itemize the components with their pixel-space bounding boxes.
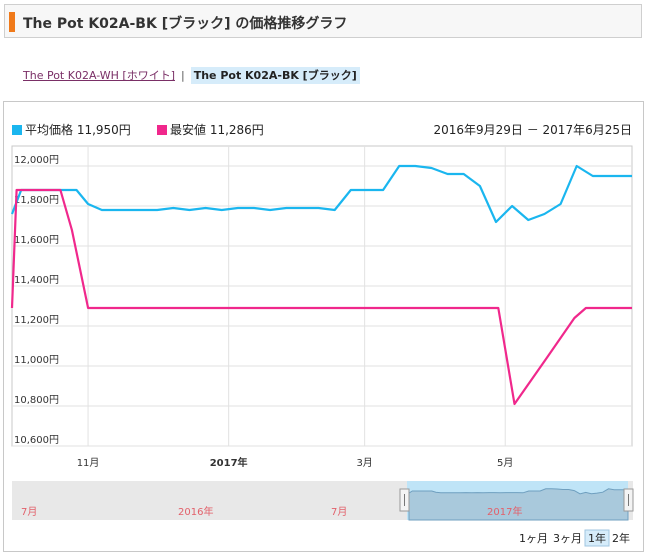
variant-separator: | [180, 69, 185, 82]
y-tick-label: 12,000円 [14, 155, 59, 166]
variant-nav: The Pot K02A-WH [ホワイト] | The Pot K02A-BK [… [23, 67, 360, 84]
title-bar: The Pot K02A-BK [ブラック] の価格推移グラフ [4, 4, 642, 38]
plot-border [11, 145, 633, 447]
legend-min-swatch [157, 125, 167, 135]
y-tick-label: 10,600円 [14, 435, 59, 446]
range-button-2-years[interactable]: 2年 [612, 531, 630, 545]
range-button-1-month[interactable]: 1ヶ月 [519, 532, 548, 545]
y-tick-label: 11,400円 [14, 275, 59, 286]
chart-frame: 10,600円 10,800円 11,000円 11,200円 11,400円 11,60… [3, 101, 644, 552]
x-tick-label: 5月 [497, 457, 513, 469]
range-button-3-months[interactable]: 3ヶ月 [553, 532, 582, 545]
legend: 平均価格 11,950円 最安値 11,286円 2016年9月29日 － 20… [12, 122, 632, 137]
avg-price-line [10, 164, 632, 224]
navigator-series-area [408, 488, 629, 521]
y-tick-label: 10,800円 [14, 395, 59, 406]
legend-avg-label: 平均価格 11,950円 [25, 122, 131, 137]
x-tick-label: 2017年 [210, 456, 248, 469]
navigator-label-2017: 2017年 [487, 505, 522, 518]
y-tick-label: 11,600円 [14, 235, 59, 246]
min-price-line [10, 188, 632, 406]
x-tick-label: 11月 [77, 457, 100, 469]
variant-current-black: The Pot K02A-BK [ブラック] [190, 67, 360, 84]
navigator-label-jul-2016: 7月 [331, 506, 347, 518]
y-tick-label: 11,800円 [14, 195, 59, 206]
title-accent [9, 12, 15, 32]
navigator-label-2016: 2016年 [178, 505, 213, 518]
range-button-1-year[interactable]: 1年 [588, 531, 606, 545]
range-buttons: 1ヶ月 3ヶ月 1年 2年 [519, 529, 630, 547]
price-chart: 10,600円 10,800円 11,000円 11,200円 11,400円 11,60… [10, 122, 634, 547]
range-button-1-year-bg [584, 529, 610, 547]
page-title: The Pot K02A-BK [ブラック] の価格推移グラフ [23, 16, 348, 32]
series-layer [10, 164, 632, 406]
variant-link-white[interactable]: The Pot K02A-WH [ホワイト] [23, 69, 175, 82]
date-range-label: 2016年9月29日 － 2017年6月25日 [433, 123, 632, 137]
legend-min-label: 最安値 11,286円 [170, 122, 264, 137]
y-tick-label: 11,000円 [14, 355, 59, 366]
grid-layer [11, 145, 633, 447]
axis-layer: 10,600円 10,800円 11,000円 11,200円 11,400円 11,60… [14, 155, 513, 469]
y-tick-label: 11,200円 [14, 315, 59, 326]
navigator[interactable]: 7月 2016年 7月 2017年 [12, 481, 634, 521]
legend-avg-swatch [12, 125, 22, 135]
navigator-label-jul-2015: 7月 [21, 506, 37, 518]
x-tick-label: 3月 [356, 457, 372, 469]
